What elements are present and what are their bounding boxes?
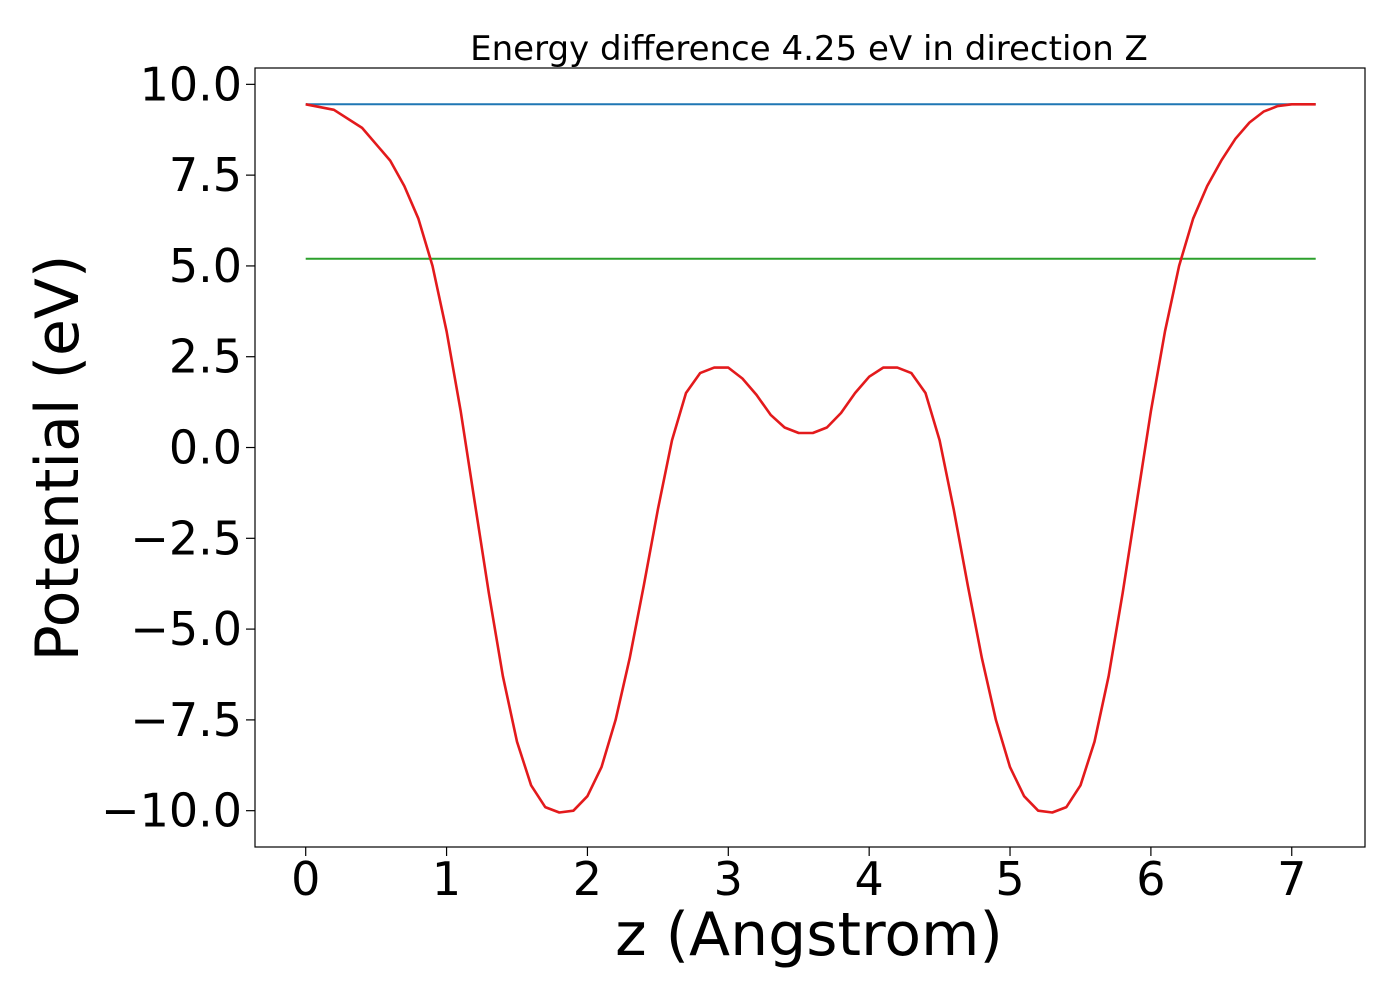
y-tick-label: 7.5 — [169, 148, 242, 202]
x-tick-label: 7 — [1277, 852, 1306, 906]
y-tick-label: 0.0 — [169, 421, 242, 475]
y-tick-label: −10.0 — [101, 784, 242, 838]
x-tick-label: 6 — [1136, 852, 1165, 906]
y-axis-label: Potential (eV) — [23, 255, 93, 662]
x-tick-label: 4 — [855, 852, 884, 906]
plot-frame — [254, 67, 1366, 848]
x-tick-label: 3 — [714, 852, 743, 906]
y-axis-ticks: 10.0 7.5 5.0 2.5 0.0 −2.5 −5.0 −7.5 −10.0 — [101, 57, 255, 838]
y-tick-label: −7.5 — [130, 693, 242, 747]
series-line-3 — [305, 103, 1316, 814]
y-tick-label: 10.0 — [140, 57, 242, 111]
y-tick-label: 2.5 — [169, 330, 242, 384]
y-tick-label: −2.5 — [130, 511, 242, 565]
x-tick-label: 0 — [291, 852, 320, 906]
x-axis-ticks: 0 1 2 3 4 5 6 7 — [291, 847, 1306, 906]
y-tick-label: −5.0 — [130, 602, 242, 656]
plot-area — [254, 67, 1366, 848]
chart-title: Energy difference 4.25 eV in direction Z — [470, 29, 1148, 69]
x-tick-label: 2 — [573, 852, 602, 906]
x-tick-label: 1 — [432, 852, 461, 906]
x-tick-label: 5 — [995, 852, 1024, 906]
x-axis-label: z (Angstrom) — [615, 900, 1003, 970]
y-tick-label: 5.0 — [169, 239, 242, 293]
